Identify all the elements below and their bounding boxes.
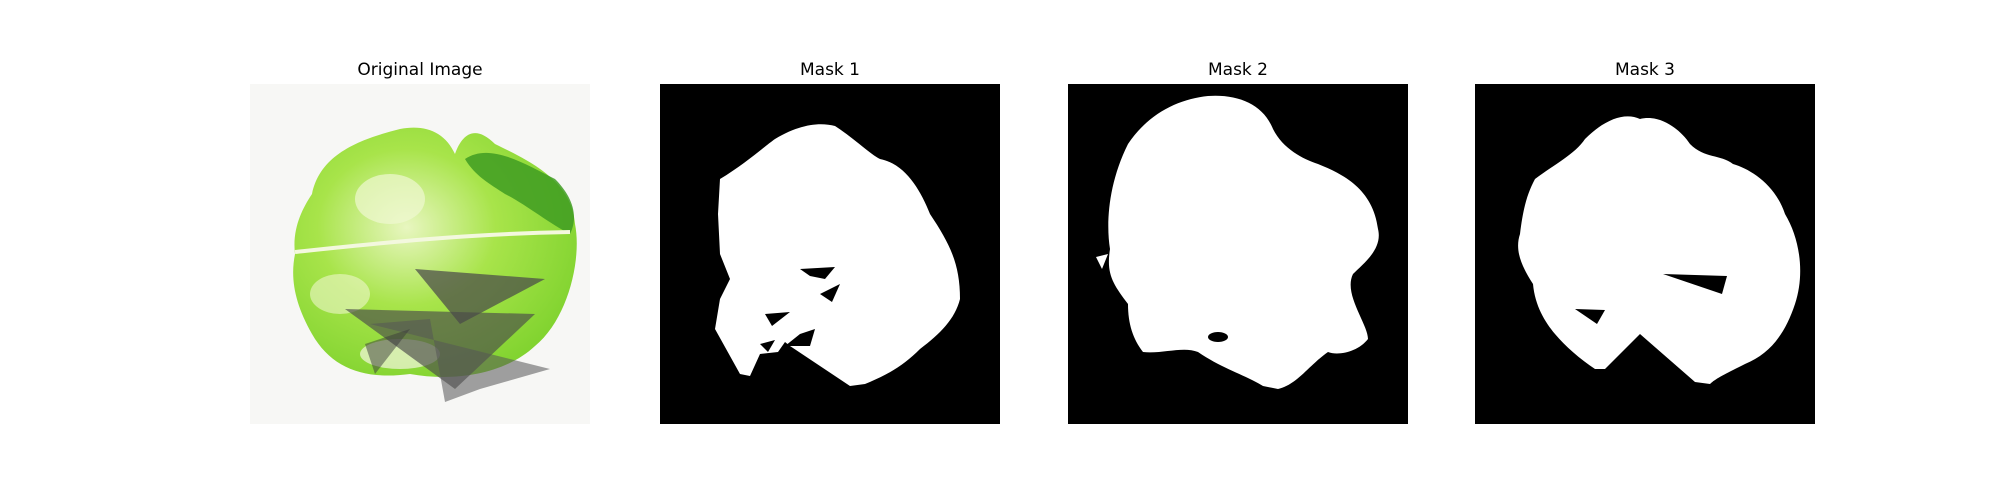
original-image-title: Original Image [357, 60, 483, 80]
original-image [250, 84, 590, 424]
mask-2-image [1068, 84, 1408, 424]
mask-2-title: Mask 2 [1207, 60, 1268, 80]
mask-3-title: Mask 3 [1614, 60, 1675, 80]
mask-1-image [660, 84, 1000, 424]
mask-1-title: Mask 1 [799, 60, 860, 80]
mask-3-image [1475, 84, 1815, 424]
